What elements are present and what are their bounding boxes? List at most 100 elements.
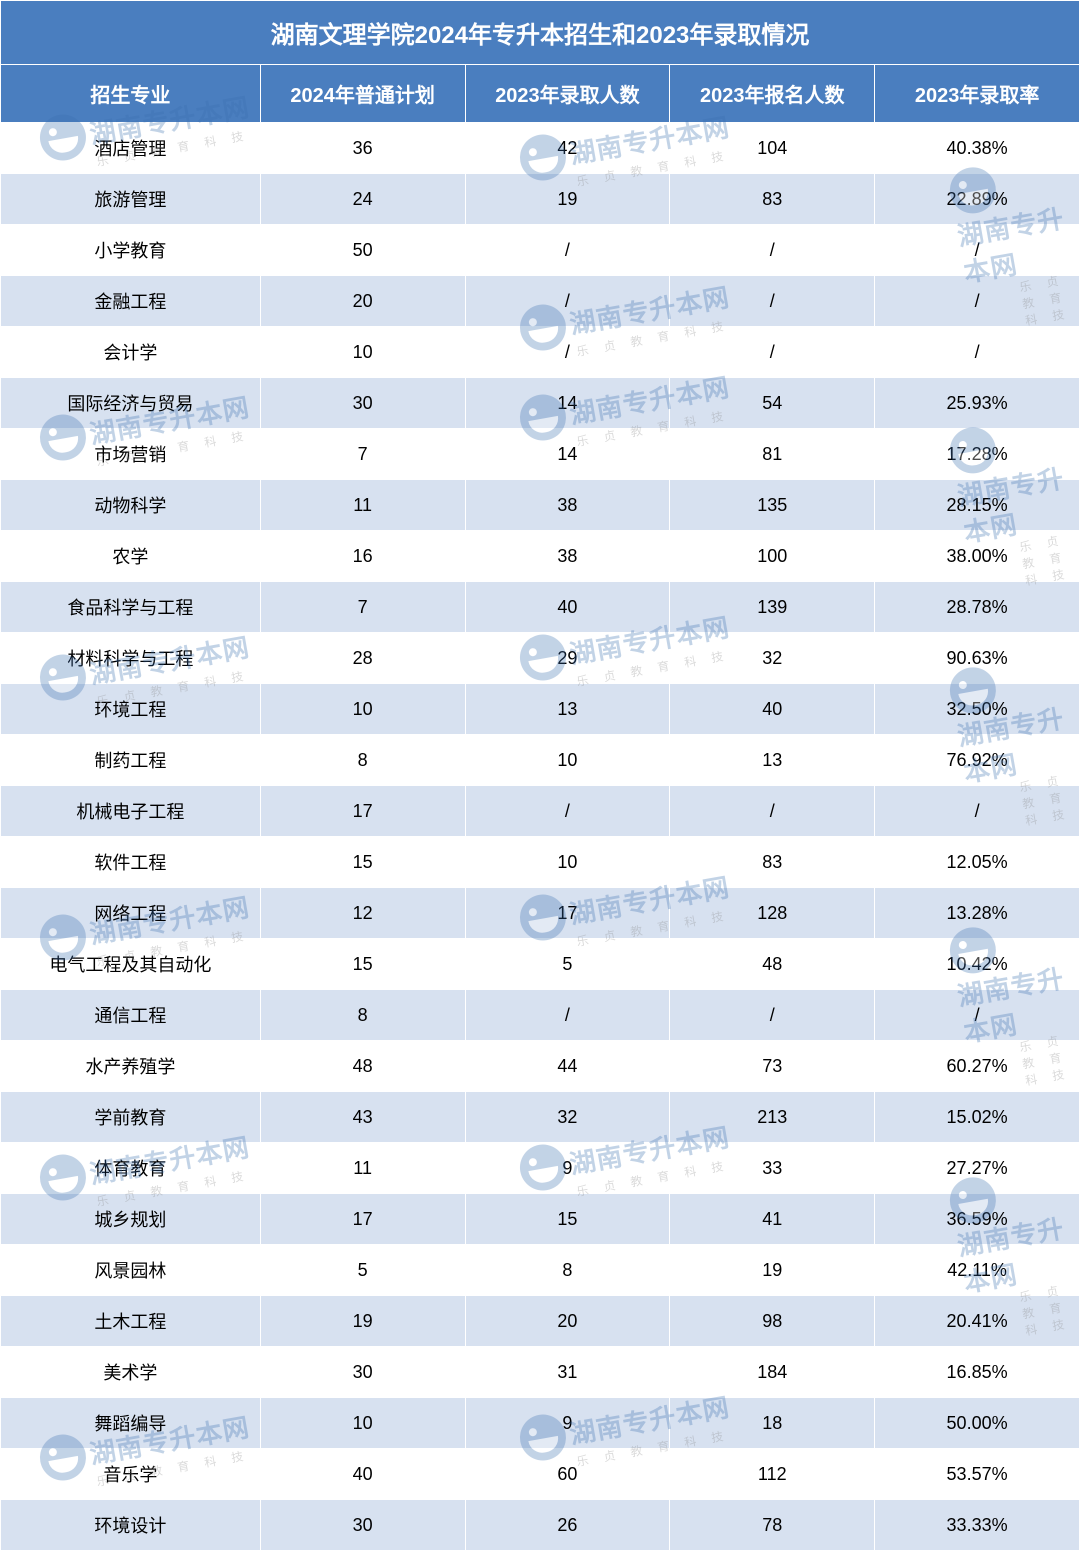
- cell-value: 36: [260, 123, 465, 174]
- cell-value: 30: [260, 378, 465, 429]
- cell-value: 8: [260, 990, 465, 1041]
- cell-value: 32: [670, 633, 875, 684]
- cell-value: 10: [260, 684, 465, 735]
- col-header-apply-2023: 2023年报名人数: [670, 65, 875, 123]
- cell-value: 90.63%: [875, 633, 1080, 684]
- cell-value: 41: [670, 1194, 875, 1245]
- table-row: 体育教育1193327.27%: [1, 1143, 1080, 1194]
- cell-major: 小学教育: [1, 225, 261, 276]
- cell-value: 54: [670, 378, 875, 429]
- cell-value: 10: [465, 837, 670, 888]
- cell-value: 32: [465, 1092, 670, 1143]
- table-title: 湖南文理学院2024年专升本招生和2023年录取情况: [1, 1, 1080, 65]
- cell-value: /: [465, 786, 670, 837]
- cell-value: 213: [670, 1092, 875, 1143]
- cell-major: 通信工程: [1, 990, 261, 1041]
- table-row: 会计学10///: [1, 327, 1080, 378]
- cell-value: /: [670, 990, 875, 1041]
- cell-value: 17: [465, 888, 670, 939]
- table-row: 土木工程19209820.41%: [1, 1296, 1080, 1347]
- cell-value: 5: [260, 1245, 465, 1296]
- cell-value: 12.05%: [875, 837, 1080, 888]
- table-row: 水产养殖学48447360.27%: [1, 1041, 1080, 1092]
- table-row: 城乡规划17154136.59%: [1, 1194, 1080, 1245]
- cell-value: 8: [465, 1245, 670, 1296]
- cell-value: 40: [670, 684, 875, 735]
- cell-value: 15: [465, 1194, 670, 1245]
- table-row: 旅游管理24198322.89%: [1, 174, 1080, 225]
- cell-major: 机械电子工程: [1, 786, 261, 837]
- cell-value: 7: [260, 429, 465, 480]
- cell-value: 19: [260, 1296, 465, 1347]
- cell-value: 29: [465, 633, 670, 684]
- cell-value: 30: [260, 1347, 465, 1398]
- cell-value: 8: [260, 735, 465, 786]
- table-row: 风景园林581942.11%: [1, 1245, 1080, 1296]
- cell-value: 98: [670, 1296, 875, 1347]
- cell-value: 33: [670, 1143, 875, 1194]
- cell-value: 5: [465, 939, 670, 990]
- table-row: 食品科学与工程74013928.78%: [1, 582, 1080, 633]
- cell-value: 17: [260, 1194, 465, 1245]
- cell-major: 环境设计: [1, 1500, 261, 1551]
- cell-value: 50: [260, 225, 465, 276]
- cell-value: 128: [670, 888, 875, 939]
- cell-value: 26: [465, 1500, 670, 1551]
- cell-value: 38: [465, 480, 670, 531]
- cell-major: 音乐学: [1, 1449, 261, 1500]
- cell-value: 42.11%: [875, 1245, 1080, 1296]
- cell-major: 动物科学: [1, 480, 261, 531]
- cell-value: 20.41%: [875, 1296, 1080, 1347]
- cell-value: 184: [670, 1347, 875, 1398]
- cell-major: 学前教育: [1, 1092, 261, 1143]
- cell-value: 15.02%: [875, 1092, 1080, 1143]
- cell-value: 20: [465, 1296, 670, 1347]
- cell-value: 28.15%: [875, 480, 1080, 531]
- cell-major: 材料科学与工程: [1, 633, 261, 684]
- cell-value: /: [875, 990, 1080, 1041]
- cell-value: 78: [670, 1500, 875, 1551]
- cell-value: /: [875, 786, 1080, 837]
- cell-value: 19: [465, 174, 670, 225]
- cell-value: 22.89%: [875, 174, 1080, 225]
- table-row: 网络工程121712813.28%: [1, 888, 1080, 939]
- col-header-plan-2024: 2024年普通计划: [260, 65, 465, 123]
- cell-major: 市场营销: [1, 429, 261, 480]
- cell-value: 28: [260, 633, 465, 684]
- cell-value: 16: [260, 531, 465, 582]
- cell-value: /: [465, 276, 670, 327]
- table-row: 音乐学406011253.57%: [1, 1449, 1080, 1500]
- cell-value: 53.57%: [875, 1449, 1080, 1500]
- admissions-table: 湖南文理学院2024年专升本招生和2023年录取情况 招生专业 2024年普通计…: [0, 0, 1080, 1551]
- cell-value: 16.85%: [875, 1347, 1080, 1398]
- table-row: 酒店管理364210440.38%: [1, 123, 1080, 174]
- cell-value: /: [670, 786, 875, 837]
- cell-value: /: [465, 990, 670, 1041]
- cell-value: 7: [260, 582, 465, 633]
- cell-value: 38.00%: [875, 531, 1080, 582]
- table-row: 学前教育433221315.02%: [1, 1092, 1080, 1143]
- cell-value: 17.28%: [875, 429, 1080, 480]
- cell-value: 112: [670, 1449, 875, 1500]
- cell-major: 水产养殖学: [1, 1041, 261, 1092]
- cell-value: 40: [465, 582, 670, 633]
- cell-value: 33.33%: [875, 1500, 1080, 1551]
- cell-value: 28.78%: [875, 582, 1080, 633]
- cell-value: 44: [465, 1041, 670, 1092]
- cell-major: 软件工程: [1, 837, 261, 888]
- cell-value: 19: [670, 1245, 875, 1296]
- cell-value: 104: [670, 123, 875, 174]
- cell-value: 50.00%: [875, 1398, 1080, 1449]
- cell-value: /: [670, 327, 875, 378]
- cell-value: /: [875, 276, 1080, 327]
- col-header-rate-2023: 2023年录取率: [875, 65, 1080, 123]
- cell-value: 15: [260, 939, 465, 990]
- cell-value: /: [465, 225, 670, 276]
- table-row: 金融工程20///: [1, 276, 1080, 327]
- table-row: 舞蹈编导1091850.00%: [1, 1398, 1080, 1449]
- cell-value: 38: [465, 531, 670, 582]
- table-row: 动物科学113813528.15%: [1, 480, 1080, 531]
- cell-value: /: [670, 276, 875, 327]
- cell-value: 81: [670, 429, 875, 480]
- table-row: 机械电子工程17///: [1, 786, 1080, 837]
